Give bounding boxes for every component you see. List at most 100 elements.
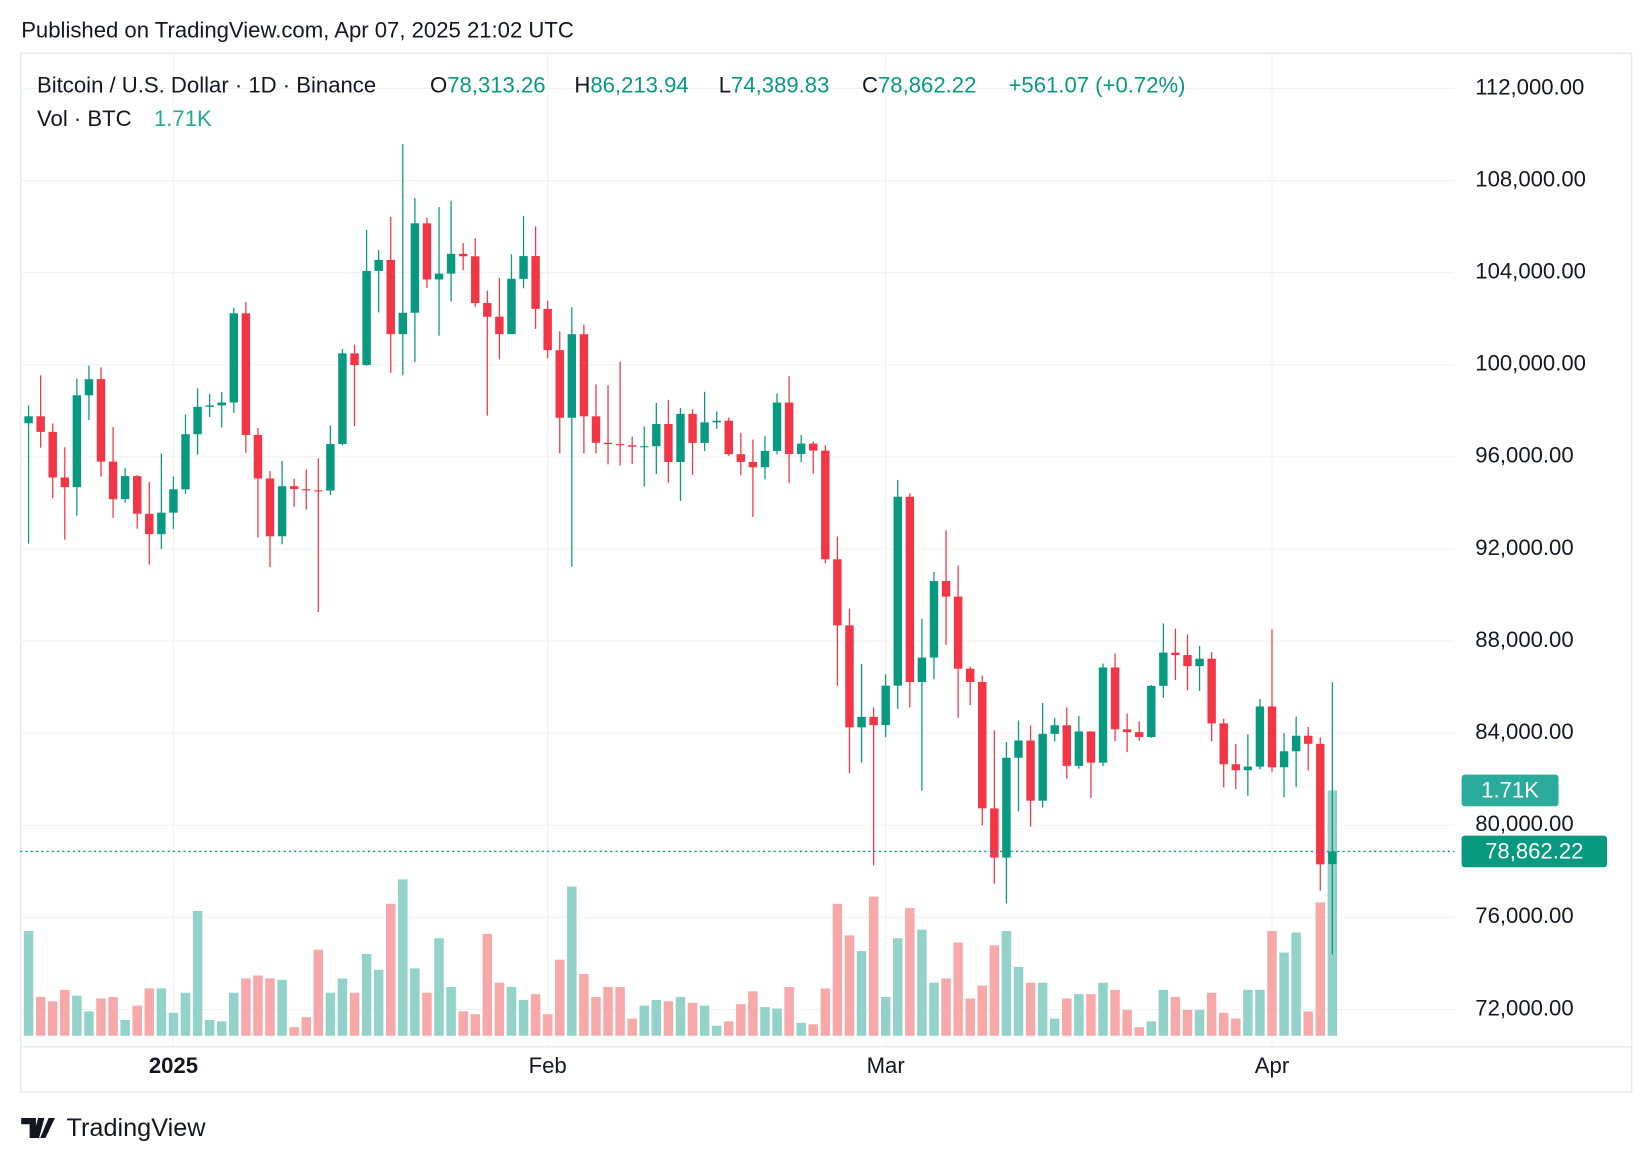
volume-bar <box>361 953 372 1036</box>
candle-body <box>567 334 577 418</box>
candle-body <box>277 486 287 537</box>
volume-bar <box>748 991 758 1036</box>
y-tick-label: 108,000.00 <box>1475 166 1586 191</box>
volume-bar <box>72 995 82 1036</box>
volume-bar <box>555 959 565 1036</box>
volume-bar <box>96 998 106 1036</box>
candle-body <box>1122 729 1132 733</box>
close-value: 78,862.22 <box>878 72 976 97</box>
candle-body <box>543 308 552 351</box>
candle-body <box>615 444 625 446</box>
candle-body <box>157 512 166 535</box>
volume-bar <box>929 982 939 1036</box>
volume-bar <box>398 879 408 1036</box>
volume-bar <box>385 903 396 1036</box>
volume-bar <box>422 992 432 1036</box>
volume-bar <box>156 988 167 1036</box>
volume-bar <box>108 997 118 1036</box>
candle-body <box>772 402 782 451</box>
candle-body <box>1002 757 1011 858</box>
volume-bar <box>229 992 239 1036</box>
volume-bar <box>325 992 336 1036</box>
volume-bar <box>1206 992 1217 1036</box>
volume-bar <box>893 938 903 1036</box>
candle-body <box>48 431 57 478</box>
volume-bar <box>917 929 927 1036</box>
volume-bar <box>192 910 203 1036</box>
candle-body <box>941 581 951 597</box>
candle-body <box>712 420 721 423</box>
candle-body <box>181 434 190 490</box>
candle-body <box>36 416 45 432</box>
candle-body <box>386 259 395 335</box>
volume-bar <box>23 931 34 1036</box>
volume-badge-label: 1.71K <box>1481 777 1539 802</box>
change-value: +561.07 (+0.72%) <box>1009 72 1186 97</box>
frame <box>20 52 1633 1093</box>
volume-bar <box>989 945 1000 1036</box>
candle-body <box>1255 706 1265 767</box>
volume-bar <box>506 986 517 1036</box>
candle-body <box>965 668 975 682</box>
candle-body <box>531 256 540 309</box>
x-tick-label: Mar <box>867 1053 905 1078</box>
volume-bar <box>905 908 915 1036</box>
y-tick-label: 88,000.00 <box>1475 627 1573 652</box>
low-label: L <box>719 72 731 97</box>
candle-body <box>748 461 758 468</box>
volume-bar <box>1255 989 1265 1036</box>
candle-body <box>1328 851 1337 865</box>
volume-bar <box>494 982 505 1036</box>
brand-logo: TradingView <box>21 1114 206 1142</box>
volume-bar <box>639 1005 649 1036</box>
volume-bar <box>760 1007 770 1036</box>
volume-bar <box>1267 931 1277 1036</box>
volume-bar <box>410 968 420 1036</box>
y-tick-label: 80,000.00 <box>1475 811 1573 836</box>
volume-bar <box>675 997 686 1036</box>
volume-bar <box>1049 1018 1060 1036</box>
candle-body <box>869 716 878 726</box>
candle-body <box>471 256 480 304</box>
candle-body <box>1134 732 1144 738</box>
candle-body <box>108 461 118 500</box>
volume-bar <box>1086 994 1096 1036</box>
candle-body <box>1159 652 1168 686</box>
volume-bar <box>977 985 988 1036</box>
candle-body <box>1062 725 1071 766</box>
candle-body <box>265 478 275 537</box>
volume-bar <box>349 992 360 1036</box>
candle-body <box>724 420 733 455</box>
candles <box>24 144 1337 955</box>
volume-bar <box>446 986 456 1036</box>
open-label: O <box>430 72 447 97</box>
volume-bar <box>651 999 662 1036</box>
y-tick-label: 84,000.00 <box>1475 719 1573 744</box>
candle-body <box>495 316 504 335</box>
candle-body <box>96 379 106 462</box>
high-label: H <box>574 72 590 97</box>
volume-bar <box>1013 966 1024 1036</box>
volume-bar <box>820 988 831 1036</box>
volume-bar <box>60 989 70 1036</box>
y-tick-label: 92,000.00 <box>1475 535 1573 560</box>
volume-bar <box>1291 932 1301 1036</box>
candle-body <box>1086 731 1096 763</box>
candle-body <box>169 489 178 513</box>
volume <box>23 790 1338 1036</box>
volume-bar <box>301 1017 311 1036</box>
candle-body <box>133 476 142 514</box>
volume-bar <box>204 1019 215 1036</box>
candle-body <box>72 395 82 488</box>
y-tick-label: 104,000.00 <box>1475 259 1586 284</box>
volume-bar <box>1231 1018 1241 1036</box>
candle-body <box>217 402 226 406</box>
volume-bar <box>1110 989 1120 1036</box>
volume-bar <box>1170 997 1181 1036</box>
candle-body <box>145 513 154 535</box>
candle-body <box>905 496 915 683</box>
candle-body <box>507 278 516 335</box>
logo-icon <box>21 1117 55 1138</box>
candle-body <box>627 445 637 447</box>
volume-bar <box>615 986 625 1036</box>
